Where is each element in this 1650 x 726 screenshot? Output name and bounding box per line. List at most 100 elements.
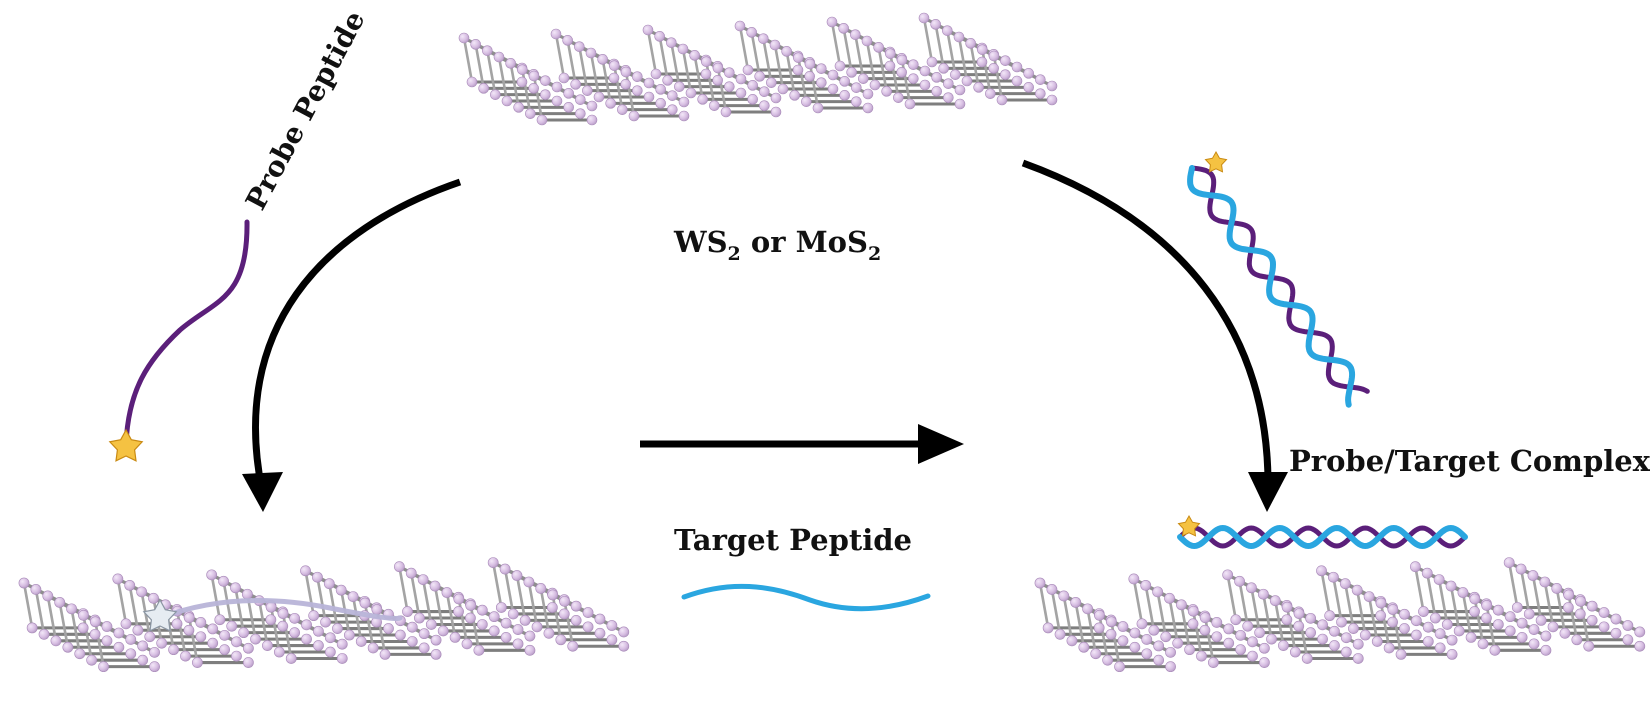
sheet-atom — [1235, 629, 1246, 641]
sheet-rod — [515, 575, 527, 621]
sheet-rod — [842, 28, 853, 73]
sheet-atom — [666, 37, 677, 48]
sheet-module — [1034, 577, 1176, 673]
nanosheet-bottom-left — [18, 557, 630, 673]
sheet-atom — [1387, 616, 1398, 628]
sheet-atom — [1078, 641, 1090, 653]
probe-target-complex-horizontal — [1177, 524, 1468, 550]
sheet-atom — [453, 606, 464, 617]
sheet-atom — [1223, 623, 1235, 635]
sheet-atom — [540, 89, 551, 100]
sheet-atom — [112, 573, 124, 585]
sheet-atom — [301, 633, 312, 645]
sheet-atom — [735, 73, 747, 85]
sheet-atom — [869, 79, 881, 91]
sheet-atom — [265, 614, 277, 626]
sheet-atom — [505, 58, 516, 69]
sheet-atom — [896, 54, 908, 66]
sheet-atom — [1230, 614, 1242, 626]
sheet-atom — [1395, 649, 1407, 660]
sheet-rod — [934, 24, 945, 69]
sheet-atom — [1571, 634, 1583, 646]
sheet-atom — [359, 597, 371, 609]
sheet-atom — [1105, 628, 1117, 640]
sheet-atom — [846, 67, 857, 78]
sheet-atom — [78, 609, 89, 621]
quenched-probe-strand — [157, 597, 403, 621]
sheet-atom — [183, 612, 195, 624]
sheet-atom — [383, 623, 394, 634]
sheet-atom — [988, 63, 999, 74]
sheet-atom — [758, 33, 769, 44]
sheet-atom — [507, 608, 519, 620]
sheet-atom — [766, 77, 777, 88]
sheet-atom — [674, 81, 685, 92]
sheet-atom — [1409, 561, 1421, 573]
sheet-atom — [124, 579, 136, 591]
sheet-atom — [1563, 589, 1575, 601]
sheet-atom — [961, 75, 973, 87]
sheet-atom — [1503, 557, 1515, 568]
sheet-atom — [650, 68, 662, 80]
sheet-atom — [1523, 608, 1535, 620]
sheet-atom — [1511, 602, 1523, 613]
sheet-atom — [562, 35, 573, 46]
sheet-atom — [241, 588, 253, 600]
sheet-rod — [738, 25, 750, 71]
sheet-atom — [1352, 653, 1364, 664]
sheet-module — [642, 24, 782, 118]
sheet-atom — [1070, 596, 1082, 608]
sheet-atom — [965, 38, 976, 49]
sheet-atom — [1410, 615, 1422, 627]
sheet-atom — [712, 62, 724, 74]
sheet-atom — [488, 625, 500, 637]
sheet-atom — [1418, 606, 1429, 617]
sheet-atom — [678, 96, 690, 108]
sheet-atom — [226, 620, 238, 632]
sheet-rod — [785, 51, 796, 96]
sheet-atom — [873, 42, 884, 53]
sheet-atom — [643, 91, 655, 103]
sheet-rod — [34, 589, 46, 635]
sheet-atom — [677, 43, 689, 55]
sheet-atom — [735, 87, 747, 99]
sheet-atom — [1082, 603, 1093, 615]
sheet-atom — [98, 661, 109, 673]
sheet-rod — [1507, 562, 1519, 608]
sheet-atom — [1148, 624, 1160, 636]
sheet-atom — [465, 600, 477, 611]
sheet-atom — [1172, 637, 1184, 649]
sheet-atom — [1598, 607, 1610, 618]
sheet-atom — [954, 84, 966, 96]
sheet-atom — [908, 73, 919, 84]
sheet-atom — [570, 615, 582, 626]
sheet-atom — [1317, 633, 1328, 645]
sheet-atom — [655, 84, 666, 95]
sheet-atom — [904, 98, 916, 110]
sheet-atom — [449, 632, 461, 643]
sheet-rod — [304, 570, 315, 616]
sheet-atom — [1351, 584, 1363, 596]
sheet-atom — [1199, 612, 1211, 624]
sheet-atom — [643, 77, 655, 89]
sheet-atom — [1433, 574, 1445, 585]
material-subscript-1: 2 — [728, 243, 741, 265]
sheet-atom — [617, 104, 628, 115]
sheet-atom — [597, 54, 608, 65]
sheet-rod — [539, 588, 551, 634]
sheet-rod — [1156, 591, 1168, 637]
sheet-atom — [1278, 640, 1289, 651]
sheet-atom — [1023, 68, 1034, 79]
sheet-rod — [70, 608, 82, 654]
sheet-rod — [1425, 572, 1437, 619]
sheet-rod — [128, 585, 140, 631]
sheet-atom — [214, 614, 226, 626]
sheet-atom — [30, 584, 42, 595]
sheet-atom — [535, 583, 547, 594]
sheet-atom — [1539, 576, 1551, 588]
sheet-rod — [773, 44, 785, 90]
sheet-atom — [149, 661, 160, 673]
sheet-rod — [1519, 568, 1531, 615]
arrow-hybridization-head — [918, 424, 964, 464]
sheet-atom — [593, 91, 605, 103]
